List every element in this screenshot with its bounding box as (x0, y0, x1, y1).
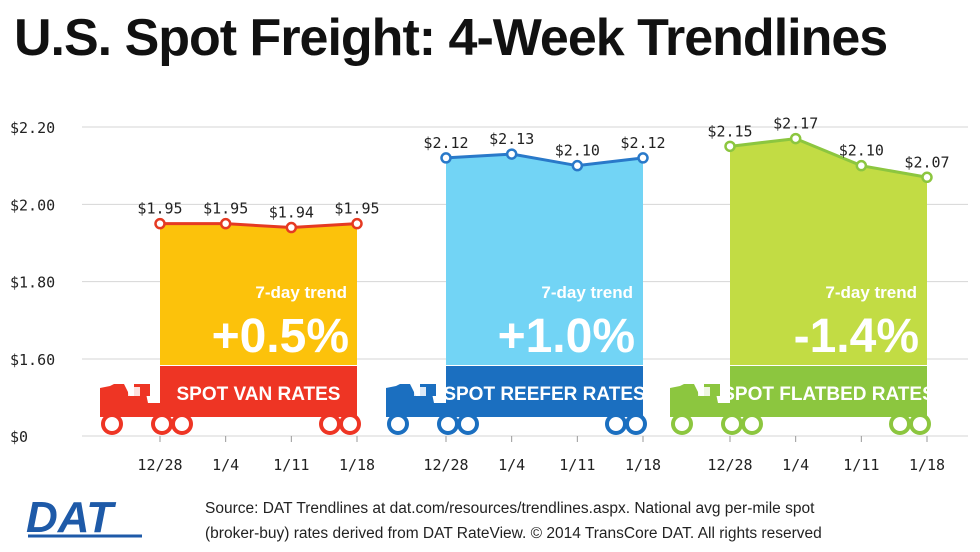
truck-wheel (889, 413, 911, 435)
x-tick-label: 1/4 (498, 456, 525, 474)
panel-spot-flatbed-rates: SPOT FLATBED RATES 7-day trend -1.4% $2.15 1… (670, 115, 950, 474)
data-label: $2.07 (904, 153, 949, 171)
rates-banner-label: SPOT REEFER RATES (443, 384, 645, 405)
truck-wheel (437, 413, 459, 435)
truck-wheel (151, 413, 173, 435)
x-tick-label: 12/28 (423, 456, 468, 474)
data-label: $2.10 (555, 142, 600, 160)
dat-logo-text: DAT (26, 493, 116, 542)
series-line (729, 137, 928, 179)
trailer-fill (446, 154, 643, 365)
x-tick-label: 1/18 (339, 456, 375, 474)
data-point (855, 159, 868, 172)
y-tick-label: $2.20 (10, 119, 55, 137)
data-label: $2.12 (620, 134, 665, 152)
data-label: $1.95 (137, 200, 182, 218)
data-label: $2.12 (423, 134, 468, 152)
data-point (921, 171, 933, 184)
source-note-line-1: Source: DAT Trendlines at dat.com/resour… (205, 500, 815, 517)
series-line (160, 222, 358, 230)
trend-label: 7-day trend (825, 283, 917, 302)
data-point (351, 217, 363, 230)
x-tick-label: 1/18 (909, 456, 945, 474)
y-tick-label: $2.00 (10, 196, 55, 214)
rates-banner (446, 366, 643, 417)
truck-window (128, 387, 140, 396)
trailer-fill (730, 138, 927, 365)
data-point (219, 217, 232, 230)
truck-wheel (909, 413, 931, 435)
trend-value: -1.4% (794, 310, 919, 363)
data-point (724, 140, 736, 153)
x-tick-label: 12/28 (137, 456, 182, 474)
truck-wheel (101, 413, 123, 435)
truck-wheel (319, 413, 341, 435)
truck-wheel (387, 413, 409, 435)
truck-window (414, 387, 426, 396)
data-point (505, 148, 518, 160)
dat-logo: DAT (26, 493, 142, 542)
data-label: $2.17 (773, 115, 818, 133)
x-tick-label: 1/11 (843, 456, 879, 474)
data-point (571, 159, 584, 172)
truck-wheel (741, 413, 763, 435)
data-label: $2.13 (489, 130, 534, 148)
chart-title: U.S. Spot Freight: 4-Week Trendlines (14, 9, 888, 67)
trend-value: +0.5% (212, 310, 349, 363)
truck-wheel (625, 413, 647, 435)
truck-wheel (671, 413, 693, 435)
trailer-fill (160, 223, 357, 365)
x-tick-label: 1/4 (782, 456, 809, 474)
panel-spot-reefer-rates: SPOT REEFER RATES 7-day trend +1.0% $2.12 12… (386, 130, 666, 474)
truck-wheel (721, 413, 743, 435)
data-point (440, 152, 452, 164)
x-tick-label: 1/11 (273, 456, 309, 474)
data-point (154, 217, 166, 230)
y-tick-label: $0 (10, 428, 28, 446)
rates-banner-label: SPOT FLATBED RATES (722, 384, 935, 405)
truck-wheel (605, 413, 627, 435)
y-tick-label: $1.60 (10, 351, 55, 369)
data-label: $2.15 (707, 122, 752, 140)
x-tick-label: 1/4 (212, 456, 239, 474)
series-line (445, 152, 644, 168)
rates-banner (160, 366, 357, 417)
data-point (789, 132, 802, 145)
y-tick-label: $1.80 (10, 274, 55, 292)
x-tick-label: 1/11 (559, 456, 595, 474)
trend-label: 7-day trend (255, 283, 347, 302)
data-label: $2.10 (839, 142, 884, 160)
x-tick-label: 12/28 (707, 456, 752, 474)
source-note-line-2: (broker-buy) rates derived from DAT Rate… (205, 525, 822, 542)
rates-banner (730, 366, 927, 417)
data-label: $1.95 (203, 200, 248, 218)
rates-banner-label: SPOT VAN RATES (177, 384, 341, 405)
data-label: $1.94 (269, 204, 314, 222)
truck-wheel (339, 413, 361, 435)
truck-wheel (171, 413, 193, 435)
data-point (285, 221, 298, 234)
trend-label: 7-day trend (541, 283, 633, 302)
data-label: $1.95 (334, 200, 379, 218)
truck-wheel (457, 413, 479, 435)
trend-value: +1.0% (498, 310, 635, 363)
panel-spot-van-rates: SPOT VAN RATES 7-day trend +0.5% $1.95 12/28… (100, 200, 380, 474)
x-tick-label: 1/18 (625, 456, 661, 474)
data-point (637, 152, 649, 164)
truck-window (698, 387, 710, 396)
